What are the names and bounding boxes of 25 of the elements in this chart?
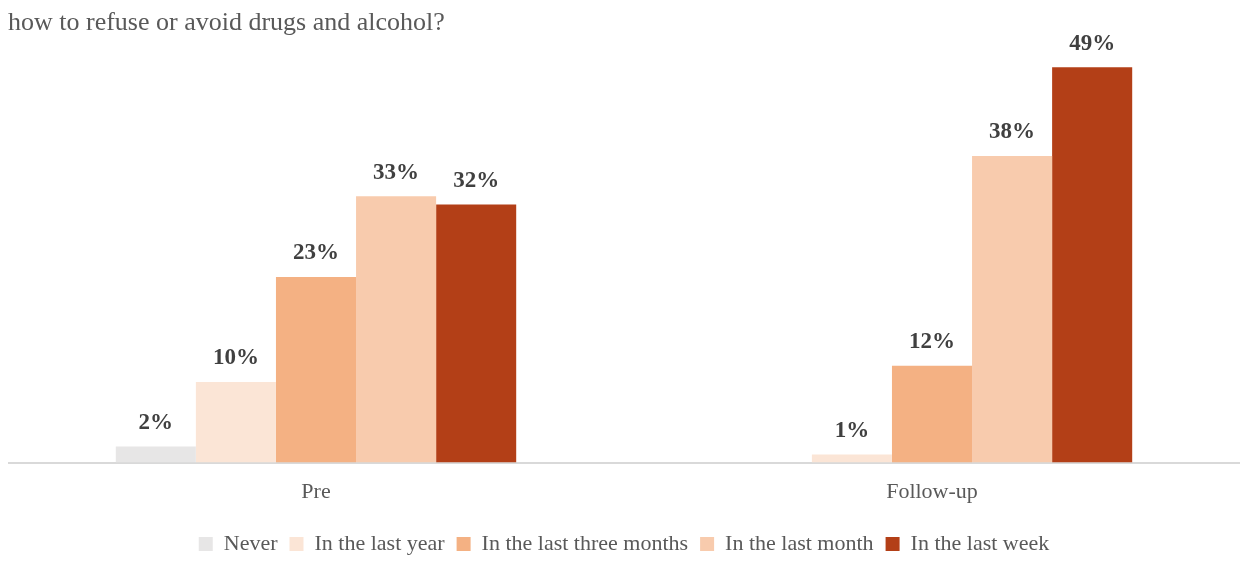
chart-title: how to refuse or avoid drugs and alcohol? [8, 7, 445, 37]
bar [115, 446, 196, 463]
data-label: 10% [212, 344, 259, 370]
data-label: 1% [834, 416, 870, 442]
legend-label: In the last week [910, 529, 1050, 555]
data-label: 23% [293, 239, 339, 265]
x-tick-label: Pre [301, 477, 331, 503]
bar [436, 204, 517, 463]
data-label: 32% [453, 166, 500, 192]
bar [275, 277, 357, 463]
bar [195, 381, 276, 463]
bar [891, 365, 973, 463]
bar [356, 196, 437, 463]
legend-label: In the last year [314, 529, 446, 555]
data-label: 49% [1069, 29, 1116, 55]
data-label: 38% [989, 118, 1036, 144]
bar [1052, 67, 1133, 463]
data-label: 2% [138, 408, 174, 434]
legend-label: In the last month [725, 529, 874, 555]
data-label: 12% [909, 328, 955, 354]
data-label: 33% [373, 158, 420, 184]
legend-label: In the last three months [481, 529, 689, 555]
bar [972, 156, 1053, 463]
legend-label: Never [223, 529, 279, 555]
x-tick-label: Follow-up [886, 477, 978, 503]
